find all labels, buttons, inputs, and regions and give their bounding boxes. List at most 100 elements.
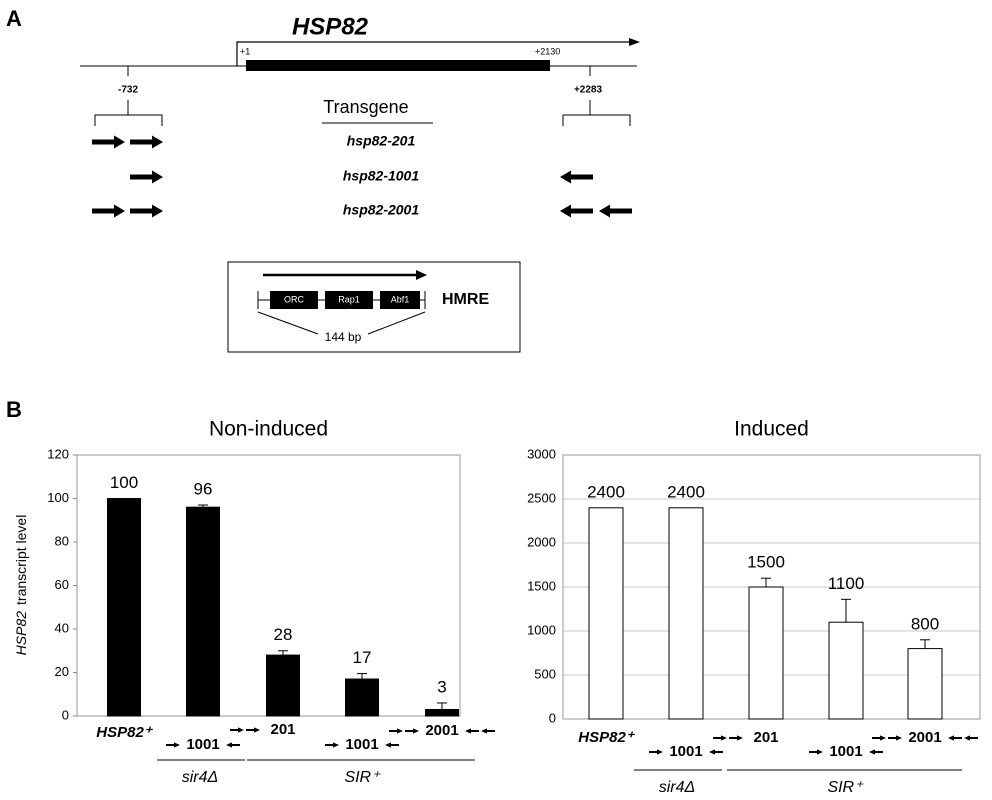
hmre-label: HMRE [442,291,489,308]
x-tick-label: 2001 [908,729,941,746]
arrow-head [721,735,727,741]
position-label: +2130 [535,46,560,56]
span-line [367,311,426,335]
x-tick-label: 1001 [829,743,862,760]
transgene: hsp82-1001 [343,168,419,184]
group-label: SIR⁺ [827,779,864,796]
arrow-head [152,135,163,149]
position-label: -732 [118,85,138,96]
arrow-head [599,204,610,218]
arrow-head [152,204,163,218]
arrow-head [465,728,471,734]
x-tick-label: 201 [753,729,778,746]
arrow-head [560,170,571,184]
x-tick-label: 2001 [425,722,458,739]
arrow-head [226,742,232,748]
y-axis-label: HSP82 transcript level [13,515,29,656]
element-label: Rap1 [338,294,360,304]
group-label: SIR⁺ [344,769,381,786]
value-label: 1100 [828,574,865,593]
arrow-head [948,735,954,741]
chart-title: Non-induced [209,418,328,441]
value-label: 100 [110,473,138,492]
arrow-head [737,735,743,741]
arrow-head [481,728,487,734]
arrow-head [333,742,339,748]
arrow-head [254,727,260,733]
arrow-head [629,38,640,46]
x-tick-label: 1001 [186,736,219,753]
gene-body [246,60,550,71]
value-label: 28 [274,625,293,644]
x-tick-label: HSP82⁺ [578,729,636,746]
bar [186,506,220,717]
x-tick-label: 201 [270,721,295,738]
transcript-arrow [236,41,632,66]
arrow-head [152,170,163,184]
bar [907,648,943,720]
x-tick-label: HSP82⁺ [96,724,154,741]
hmre-box [227,261,521,353]
group-label: sir4Δ [182,769,219,786]
arrow-head [174,742,180,748]
bar [748,586,784,720]
bar [107,498,141,717]
arrow-head [114,204,125,218]
arrow-head [560,204,571,218]
value-label: 2400 [667,482,705,501]
arrow-head [114,135,125,149]
arrow-head [964,735,970,741]
panel-label: A [6,6,22,31]
value-label: 1500 [747,553,785,572]
transgene: hsp82-201 [347,133,416,149]
y-tick-label: 2000 [527,534,556,549]
arrow-head [416,270,427,280]
arrow-head [709,749,715,755]
y-tick-label: 500 [534,666,556,681]
span-line [257,311,319,335]
position-label: +1 [240,46,250,56]
group-label: sir4Δ [659,779,696,796]
y-tick-label: 1000 [527,622,556,637]
element-box [270,291,318,309]
arrow-head [817,749,823,755]
bar [345,678,379,717]
span-label: 144 bp [325,330,362,344]
element-label: Abf1 [391,294,410,304]
arrow-head [869,749,875,755]
position-label: +2283 [574,85,603,96]
bar [828,621,864,720]
value-label: 2400 [587,482,625,501]
element-box [325,291,373,309]
panel-label: B [6,397,22,422]
transgene-header: Transgene [323,97,408,117]
chart-title: Induced [734,418,809,441]
bar [266,654,300,717]
value-label: 3 [437,677,446,696]
bar [588,507,624,720]
arrow-head [413,728,419,734]
y-tick-label: 0 [62,707,69,722]
y-tick-label: 120 [47,446,69,461]
element-label: ORC [284,294,305,304]
y-tick-label: 80 [55,533,69,548]
value-label: 17 [353,648,372,667]
y-axis-label-text: transcript level [13,515,29,605]
bar [668,507,704,720]
y-tick-label: 60 [55,577,69,592]
x-tick-label: 1001 [345,736,378,753]
y-tick-label: 20 [55,664,69,679]
arrow-head [238,727,244,733]
bracket [94,114,163,126]
arrow-head [397,728,403,734]
y-axis-label-gene: HSP82 [13,611,29,656]
arrow-head [880,735,886,741]
arrow-head [385,742,391,748]
bar [425,708,459,717]
arrow-head [657,749,663,755]
y-tick-label: 100 [47,490,69,505]
y-tick-label: 1500 [527,578,556,593]
gene-name: HSP82 [292,13,369,40]
value-label: 800 [911,614,939,633]
